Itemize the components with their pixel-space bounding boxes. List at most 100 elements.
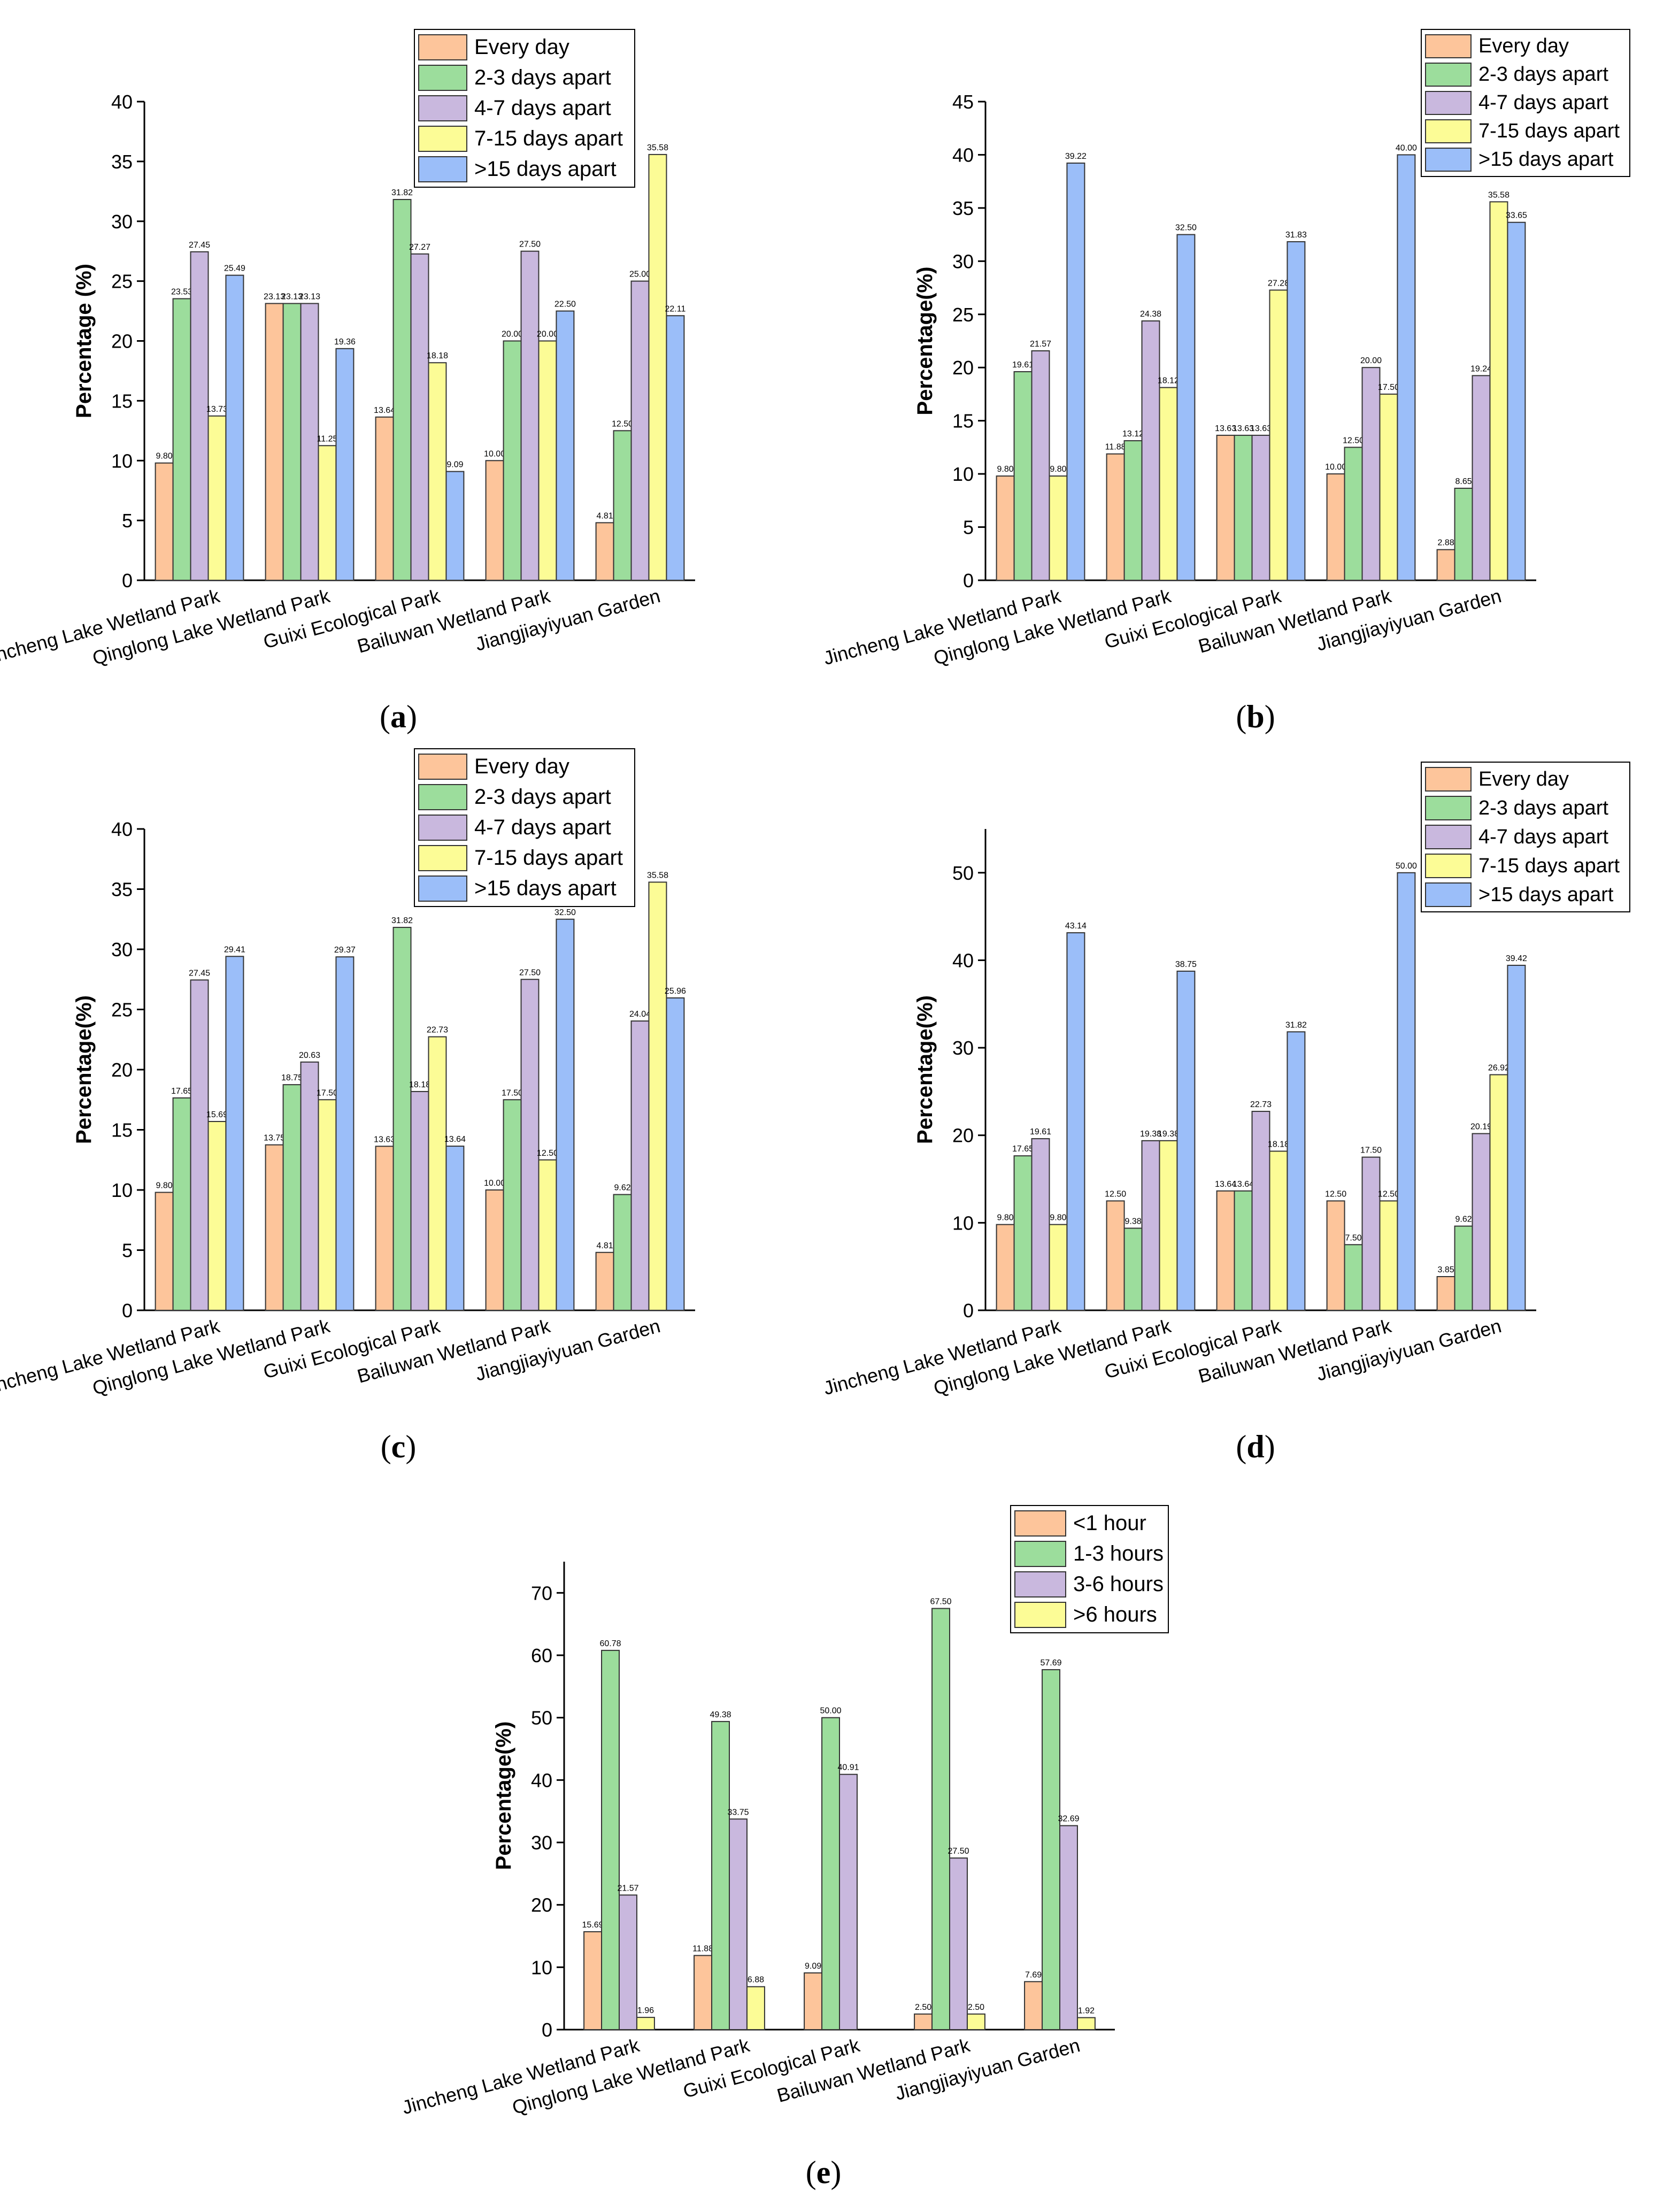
- bar-value-label: 4.81: [597, 511, 613, 520]
- bar: [1287, 241, 1306, 581]
- y-tick-label: 25: [952, 304, 974, 326]
- bar-value-label: 13.63: [374, 1135, 395, 1144]
- bar-value-label: 23.13: [299, 292, 320, 301]
- bar-value-label: 35.58: [647, 871, 668, 880]
- bar: [1123, 440, 1143, 581]
- bar: [225, 274, 244, 581]
- y-tick-label: 40: [952, 949, 974, 971]
- bar: [1489, 1074, 1508, 1311]
- y-tick-label: 20: [952, 1125, 974, 1147]
- bar-value-label: 31.83: [1285, 231, 1307, 240]
- bar: [1049, 1224, 1068, 1311]
- bar-value-label: 4.81: [597, 1241, 613, 1250]
- bar-value-label: 25.00: [629, 270, 651, 279]
- bar: [619, 1894, 637, 2030]
- y-tick-label: 30: [531, 1832, 552, 1854]
- bar-value-label: 22.73: [1250, 1100, 1272, 1109]
- bar-value-label: 13.73: [206, 405, 228, 414]
- bar: [1326, 1200, 1345, 1311]
- y-tick-label: 45: [952, 91, 974, 113]
- bar-value-label: 23.13: [264, 292, 285, 301]
- bar-value-label: 49.38: [710, 1710, 731, 1719]
- chart-panel-c: 0 5 10 15 20 25 30 35 40 Percentage(%) 9.80 17.65 27…: [0, 738, 828, 1476]
- bar: [1059, 1825, 1078, 2030]
- bar-value-label: 31.82: [391, 916, 413, 925]
- bar: [1216, 434, 1235, 581]
- legend-swatch: [418, 156, 467, 182]
- bar: [1042, 1669, 1061, 2030]
- bar-value-label: 22.11: [665, 304, 685, 313]
- y-axis-label: Percentage (%): [72, 264, 96, 418]
- bar-value-label: 26.92: [1488, 1063, 1509, 1072]
- bar: [172, 1097, 191, 1311]
- bar: [503, 340, 522, 581]
- bar: [666, 315, 685, 581]
- bar: [503, 1099, 522, 1311]
- bar-value-label: 35.58: [1488, 190, 1509, 199]
- bar-value-label: 12.50: [612, 419, 633, 428]
- category-label: Jiangjiayiyuan Garden: [892, 2034, 1082, 2105]
- bar: [1159, 1140, 1178, 1311]
- y-tick-label: 15: [952, 410, 974, 432]
- bar: [996, 475, 1015, 581]
- panel-label: (b): [1236, 699, 1275, 734]
- y-axis-label: Percentage(%): [913, 995, 937, 1144]
- panel-label: (e): [806, 2155, 842, 2190]
- bar: [1507, 964, 1526, 1311]
- bar-value-label: 18.18: [427, 351, 448, 360]
- bar-value-label: 13.63: [1215, 424, 1236, 433]
- bar: [172, 298, 191, 581]
- bar: [1234, 1190, 1253, 1311]
- bar: [155, 1192, 174, 1311]
- legend-swatch: [1425, 63, 1472, 87]
- bar: [538, 340, 557, 581]
- bar: [729, 1818, 748, 2030]
- bar-value-label: 29.37: [334, 946, 356, 955]
- bar: [1123, 1227, 1143, 1311]
- bar: [804, 1972, 823, 2031]
- bar: [1013, 1155, 1033, 1311]
- bar: [1176, 234, 1196, 581]
- legend-label: 7-15 days apart: [1478, 120, 1620, 142]
- y-tick-label: 50: [531, 1707, 552, 1729]
- y-axis-label: Percentage(%): [913, 267, 937, 416]
- bar-value-label: 38.75: [1175, 960, 1197, 969]
- legend-label: >15 days apart: [474, 877, 617, 900]
- bar-value-label: 12.50: [1325, 1189, 1346, 1199]
- bar: [839, 1773, 858, 2030]
- bar: [335, 348, 355, 581]
- y-tick-label: 40: [531, 1769, 552, 1791]
- legend-swatch: [1425, 148, 1472, 172]
- category-label: Jiangjiayiyuan Garden: [473, 585, 663, 655]
- bar: [556, 918, 575, 1311]
- bar: [190, 251, 209, 581]
- y-tick-label: 30: [111, 211, 133, 233]
- bar-value-label: 1.92: [1078, 2007, 1095, 2016]
- y-tick-label: 30: [952, 1037, 974, 1059]
- bar: [538, 1159, 557, 1311]
- bar: [1361, 1156, 1381, 1311]
- bar-value-label: 13.64: [374, 406, 395, 415]
- legend-label: >15 days apart: [474, 157, 617, 181]
- bar-value-label: 13.64: [1215, 1180, 1236, 1189]
- bar: [265, 303, 284, 581]
- bar-value-label: 20.19: [1470, 1123, 1492, 1132]
- y-tick-label: 10: [111, 450, 133, 472]
- legend-swatch: [1014, 1602, 1066, 1628]
- bar-value-label: 20.00: [537, 330, 558, 339]
- bar-value-label: 20.00: [1360, 356, 1382, 365]
- bar-value-label: 13.63: [1250, 424, 1272, 433]
- bar-value-label: 33.65: [1506, 211, 1527, 220]
- bar-value-label: 9.80: [1050, 1213, 1066, 1223]
- legend-swatch: [1425, 34, 1472, 58]
- legend-label: 7-15 days apart: [474, 846, 623, 870]
- bar: [1013, 371, 1033, 581]
- bar: [613, 1194, 632, 1311]
- bar: [190, 979, 209, 1311]
- bar-value-label: 18.18: [409, 1080, 430, 1089]
- bar: [613, 430, 632, 581]
- bar-value-label: 22.50: [554, 300, 576, 309]
- bar: [282, 1084, 302, 1311]
- legend-label: Every day: [1478, 768, 1569, 790]
- legend-label: 4-7 days apart: [1478, 826, 1608, 848]
